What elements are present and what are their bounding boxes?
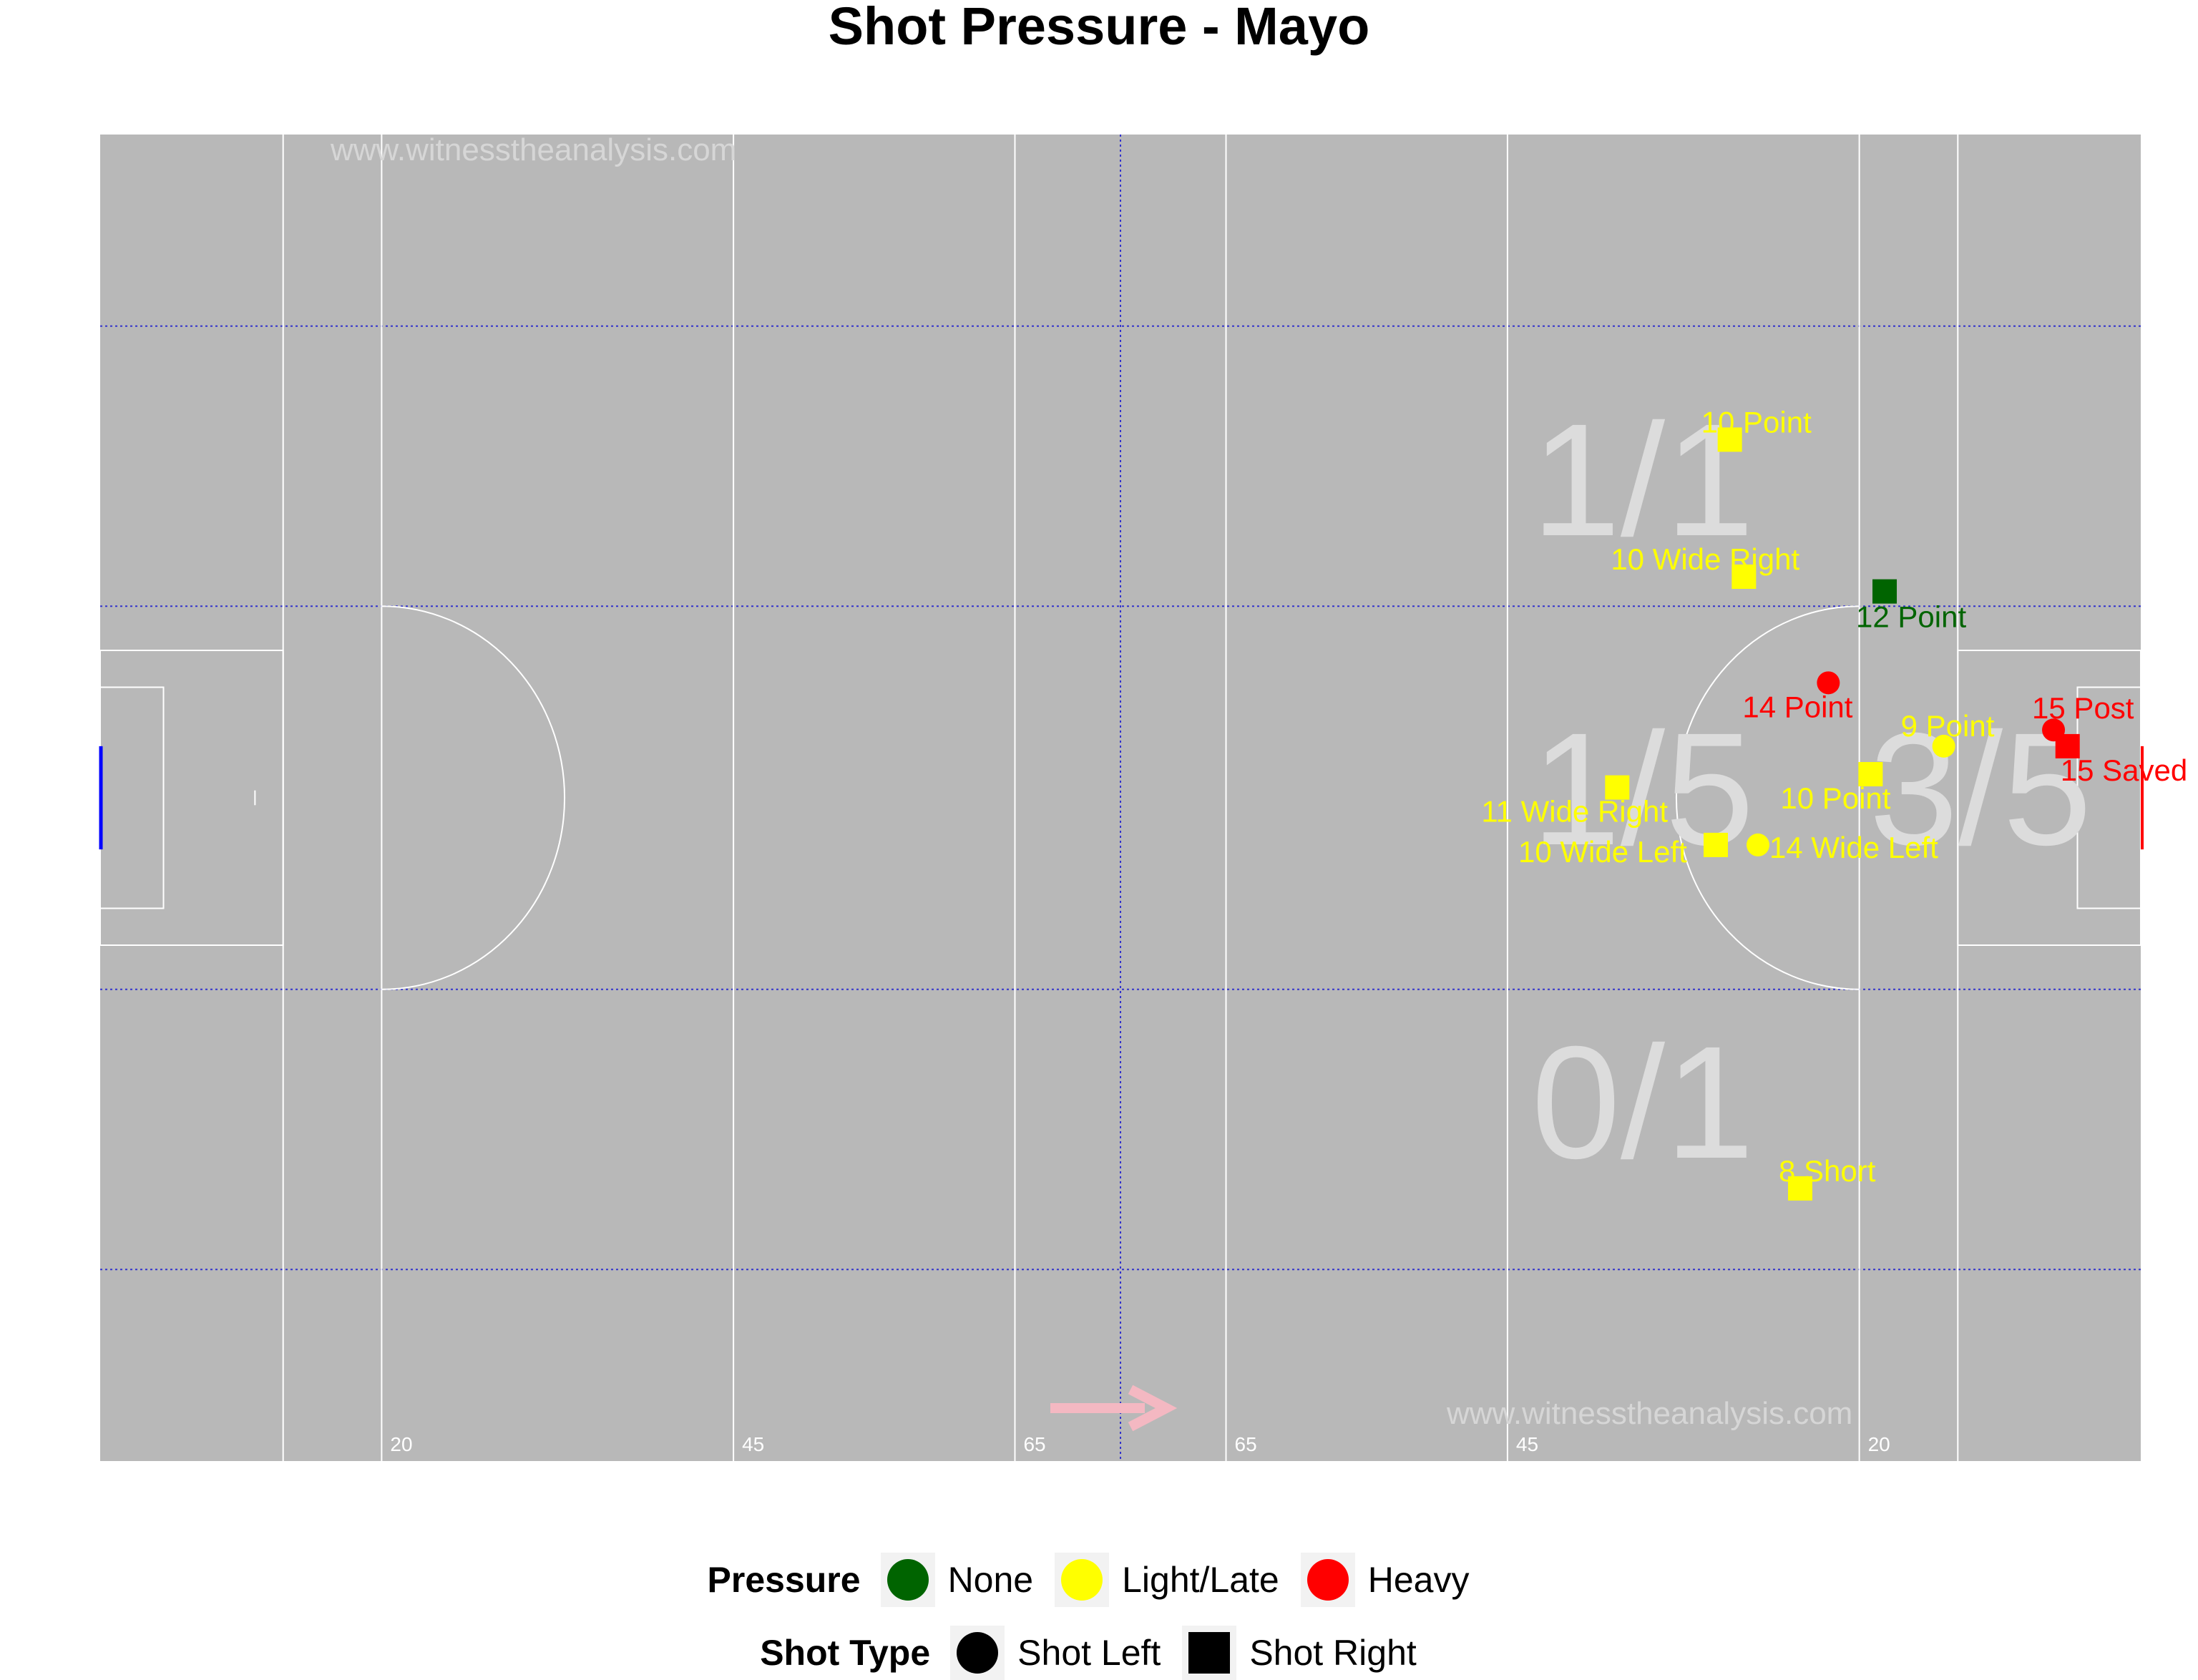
- shot-marker-square: [1858, 762, 1883, 787]
- legend-key-shot-type: [950, 1626, 1005, 1680]
- shot-label: 15 Post: [2032, 691, 2134, 725]
- legend-key-shot-type: [1182, 1626, 1237, 1680]
- shot-marker-square: [1605, 775, 1630, 800]
- shot-label: 12 Point: [1856, 600, 1966, 634]
- chart-title: Shot Pressure - Mayo: [828, 0, 1370, 56]
- shot-marker-circle: [1747, 833, 1770, 856]
- pitch-distance-label: 65: [1235, 1433, 1257, 1455]
- shot-label: 10 Point: [1780, 781, 1890, 815]
- legend-label: Light/Late: [1122, 1560, 1279, 1600]
- shot-label: 11 Wide Right: [1481, 795, 1668, 829]
- legend-pressure-title: Pressure: [707, 1560, 861, 1600]
- shot-marker-circle: [1817, 671, 1840, 695]
- legend-label: None: [947, 1560, 1034, 1600]
- shot-marker-circle: [1932, 734, 1955, 758]
- shot-label: 15 Saved: [2061, 753, 2187, 787]
- shot-label: 9 Point: [1901, 709, 1995, 743]
- legend-label: Heavy: [1367, 1560, 1470, 1600]
- pitch-distance-label: 45: [742, 1433, 764, 1455]
- legend-shot-type: Shot Type Shot Left Shot Right: [0, 1626, 2198, 1680]
- pitch-distance-label: 45: [1516, 1433, 1538, 1455]
- shot-label: 10 Point: [1701, 405, 1812, 439]
- zone-label: 1/1: [1531, 391, 1754, 570]
- zone-label: 0/1: [1531, 1013, 1754, 1192]
- shot-label: 10 Wide Left: [1518, 835, 1687, 869]
- watermark-bottom: www.witnesstheanalysis.com: [1446, 1396, 1852, 1431]
- shot-label: 14 Point: [1742, 690, 1852, 723]
- shot-label: 10 Wide Right: [1611, 542, 1799, 576]
- legend-key-pressure: [880, 1553, 935, 1607]
- shot-marker-square: [1703, 832, 1728, 857]
- legend-swatch-circle: [886, 1559, 929, 1601]
- legend-swatch-square: [1188, 1632, 1231, 1674]
- shot-marker-square: [2055, 733, 2080, 758]
- legend-pressure: Pressure None Light/Late Heavy: [0, 1553, 2198, 1607]
- legend-shot-type-title: Shot Type: [760, 1633, 931, 1673]
- shot-marker-square: [1872, 579, 1897, 604]
- shot-label: 8 Short: [1779, 1154, 1876, 1188]
- shot-marker-square: [1788, 1176, 1813, 1201]
- legend-swatch-circle: [1061, 1559, 1103, 1601]
- legend-swatch-circle: [1306, 1559, 1349, 1601]
- legend-label: Shot Right: [1249, 1633, 1417, 1673]
- legend-swatch-circle: [957, 1632, 999, 1674]
- pitch-distance-label: 20: [390, 1433, 412, 1455]
- shot-marker-square: [1731, 565, 1757, 589]
- shot-marker-square: [1717, 427, 1742, 452]
- legend-key-pressure: [1300, 1553, 1355, 1607]
- pitch-distance-label: 65: [1023, 1433, 1045, 1455]
- right-arc: [1675, 605, 1860, 990]
- watermark-top: www.witnesstheanalysis.com: [330, 132, 736, 167]
- shot-label: 14 Wide Left: [1769, 831, 1938, 864]
- left-arc: [381, 605, 566, 990]
- pitch-distance-label: 20: [1868, 1433, 1890, 1455]
- legend-label: Shot Left: [1017, 1633, 1161, 1673]
- legend-key-pressure: [1055, 1553, 1110, 1607]
- direction-arrow-head: [1128, 1384, 1178, 1432]
